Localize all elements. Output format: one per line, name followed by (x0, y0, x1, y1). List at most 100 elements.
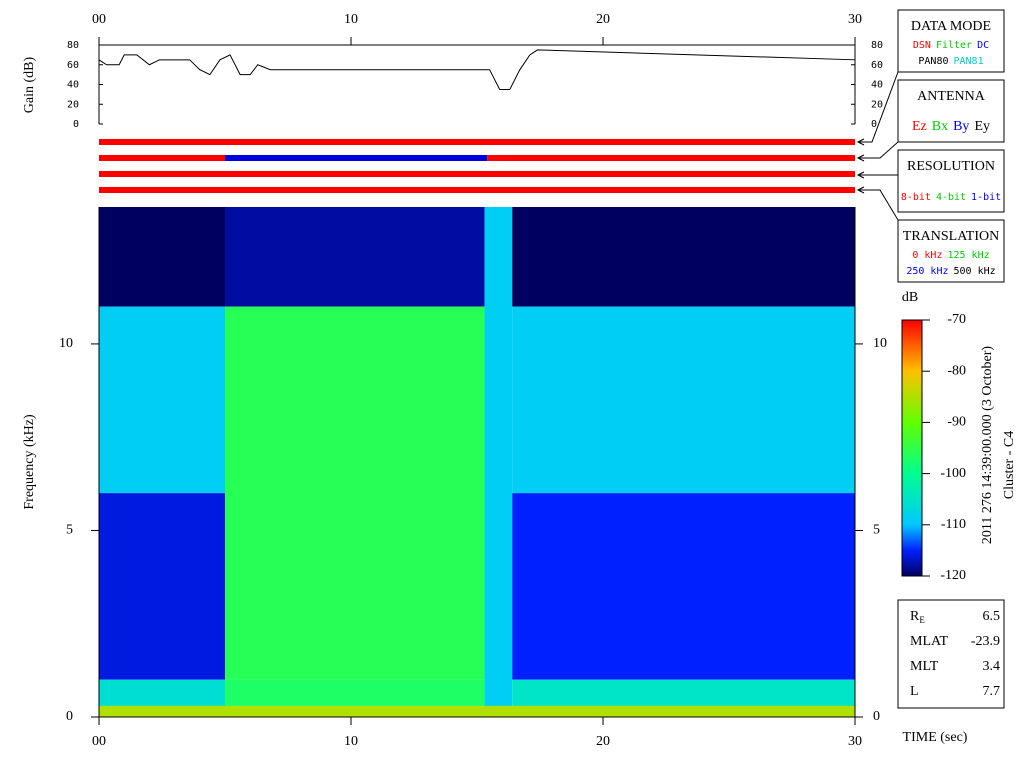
legend-entry: Bx (932, 119, 948, 134)
info-label: L (910, 684, 919, 699)
spectrogram-cell (225, 207, 485, 307)
info-label-text: R (910, 609, 920, 624)
spectrogram-cell (99, 493, 225, 680)
connector (856, 186, 899, 221)
panel-title: DATA MODE (911, 19, 991, 34)
y-tick-label: 5 (873, 523, 880, 538)
y-tick-label: 0 (871, 119, 877, 130)
connector (856, 171, 898, 179)
colorbar-tick-label: -90 (947, 415, 966, 430)
y-tick-label: 20 (67, 99, 79, 110)
colorbar-tick-label: -100 (940, 466, 966, 481)
colorbar-tick-label: -70 (947, 312, 966, 327)
y-tick-label: 10 (59, 336, 73, 351)
x-tick-label: 10 (344, 12, 358, 27)
gain-line (98, 49, 856, 90)
legend-entry: 125 kHz (947, 250, 989, 261)
legend-entry: PAN80 (918, 56, 948, 67)
info-label: MLAT (910, 634, 949, 649)
x-tick-label: 20 (596, 734, 610, 749)
panel-title: TRANSLATION (903, 229, 999, 244)
info-value: 3.4 (983, 659, 1001, 674)
legend-entry: 250 kHz (906, 266, 948, 277)
connector (856, 71, 899, 146)
spectrogram-cell (512, 207, 855, 307)
legend-entry: DSN (913, 40, 931, 51)
y-tick-label: 10 (873, 336, 887, 351)
panel-title: ANTENNA (917, 89, 986, 104)
spectrogram-cell (99, 705, 855, 717)
colorbar-tick-label: -80 (947, 363, 966, 378)
legend-entry: 1-bit (971, 192, 1001, 203)
legend-entry: 4-bit (936, 192, 966, 203)
legend-entry: Ey (974, 119, 990, 134)
status-segment (99, 171, 855, 177)
info-value: -23.9 (971, 634, 1000, 649)
x-tick-label: 10 (344, 734, 358, 749)
info-label-text: MLT (910, 659, 939, 674)
spectrogram-cell (99, 207, 225, 307)
spectrogram-cell (512, 306, 855, 494)
status-segment (225, 155, 488, 161)
legend-entry: PAN81 (954, 56, 984, 67)
x-tick-label: 20 (596, 12, 610, 27)
panel-title: RESOLUTION (907, 159, 995, 174)
spectrogram-cell (99, 306, 225, 494)
legend-entry: 0 kHz (912, 250, 942, 261)
connector (856, 141, 899, 162)
y-tick-label: 80 (67, 40, 79, 51)
frequency-axis-label: Frequency (kHz) (22, 414, 37, 510)
panel-row: PAN80 PAN81 (918, 56, 983, 67)
x-tick-label: 30 (848, 12, 862, 27)
panel-box (897, 79, 1005, 143)
y-tick-label: 0 (873, 709, 880, 724)
spacecraft: Cluster - C4 (1002, 431, 1017, 499)
colorbar (901, 319, 923, 577)
panel-box (897, 149, 1005, 213)
x-tick-label: 00 (92, 12, 106, 27)
info-label-sub: E (919, 615, 925, 625)
status-segment (487, 155, 855, 161)
y-tick-label: 0 (66, 709, 73, 724)
panel-row: DSN Filter DC (913, 40, 989, 51)
legend-entry: DC (977, 40, 989, 51)
y-tick-label: 40 (67, 80, 79, 91)
y-tick-label: 0 (73, 119, 79, 130)
info-value: 7.7 (983, 684, 1001, 699)
panel-row: Ez Bx By Ey (912, 119, 990, 134)
info-box (897, 599, 1005, 709)
panel-row: 0 kHz 125 kHz (912, 250, 989, 261)
status-segment (99, 187, 855, 193)
y-tick-label: 60 (67, 60, 79, 71)
legend-entry: 500 kHz (954, 266, 996, 277)
legend-entry: 8-bit (901, 192, 931, 203)
panel-box (897, 9, 1005, 73)
gain-axis-label: Gain (dB) (22, 56, 37, 113)
y-tick-label: 5 (66, 523, 73, 538)
legend-entry: Ez (912, 119, 927, 134)
legend-entry: By (953, 119, 969, 134)
y-tick-label: 20 (871, 99, 883, 110)
info-label: RE (910, 609, 925, 625)
spectrogram-cell (484, 207, 513, 717)
info-label-text: MLAT (910, 634, 949, 649)
spectrogram-cell (512, 493, 855, 680)
spectrogram-cell (225, 306, 485, 680)
time-axis-label: TIME (sec) (903, 730, 968, 745)
colorbar-label: dB (902, 290, 918, 305)
x-tick-label: 00 (92, 734, 106, 749)
legend-entry: Filter (936, 40, 972, 51)
x-tick-label: 30 (848, 734, 862, 749)
info-value: 6.5 (983, 609, 1001, 624)
status-segment (99, 155, 225, 161)
colorbar-tick-label: -120 (940, 568, 966, 583)
timestamp: 2011 276 14:39:00.000 (3 October) (980, 346, 995, 545)
panel-row: 250 kHz 500 kHz (906, 266, 995, 277)
panel-box (897, 219, 1005, 283)
y-tick-label: 40 (871, 80, 883, 91)
status-segment (99, 139, 855, 145)
colorbar-tick-label: -110 (941, 517, 966, 532)
y-tick-label: 80 (871, 40, 883, 51)
y-tick-label: 60 (871, 60, 883, 71)
